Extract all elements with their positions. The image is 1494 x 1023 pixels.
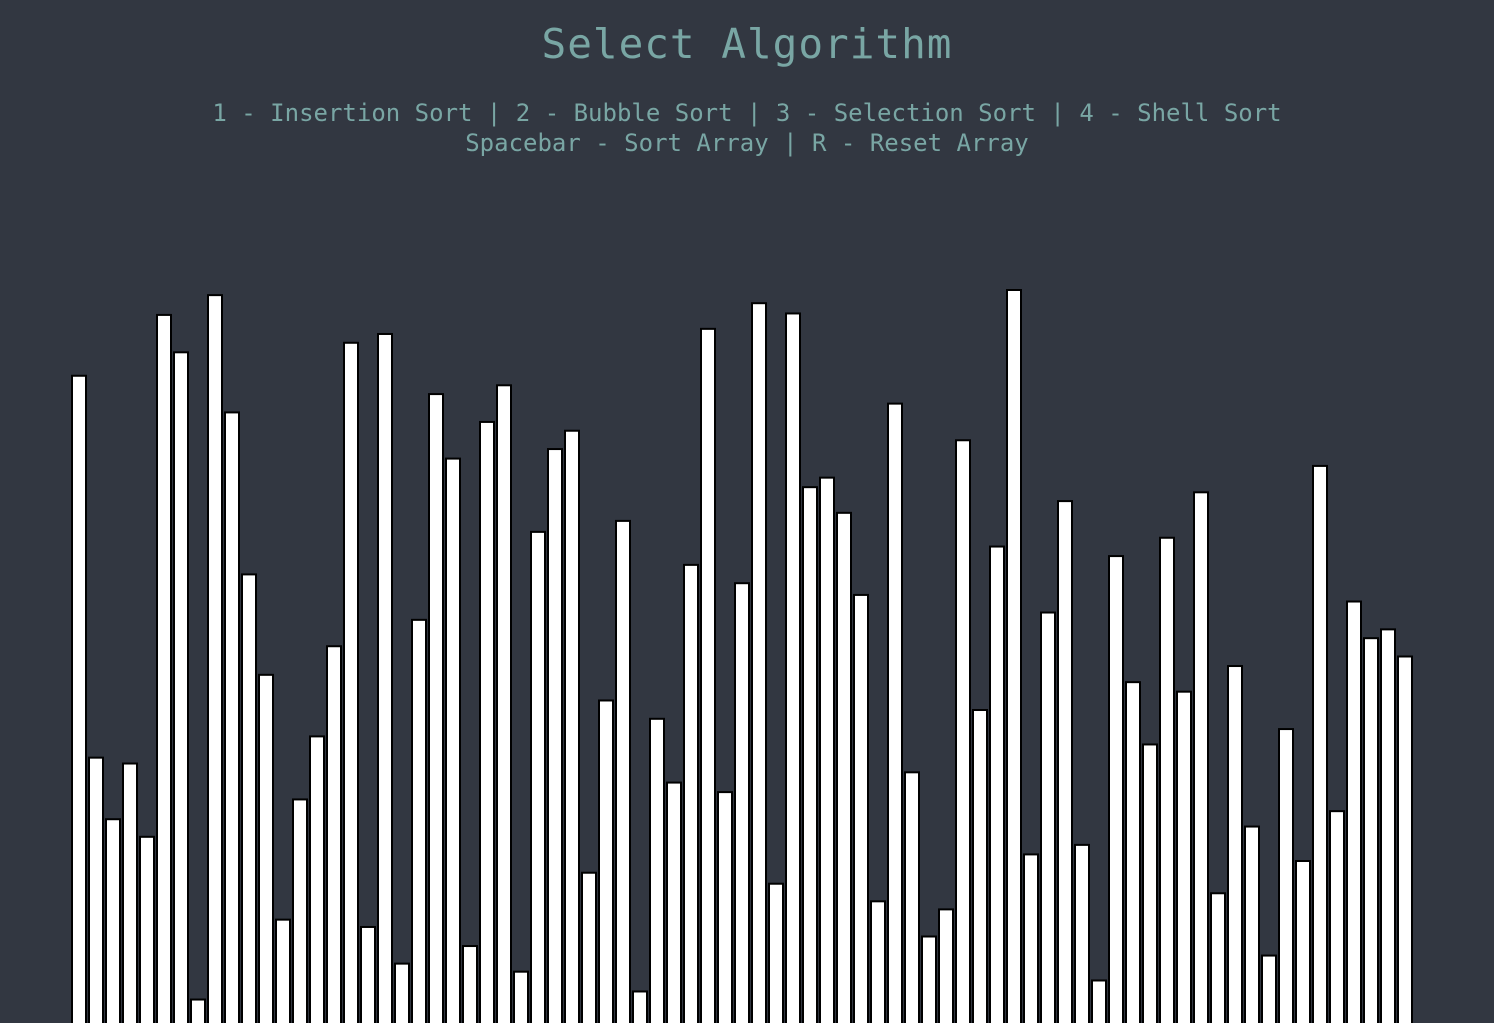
array-bar <box>1006 289 1022 1023</box>
array-bar <box>1142 743 1158 1023</box>
array-bar <box>938 908 954 1023</box>
array-bar <box>1125 681 1141 1023</box>
array-bar <box>972 709 988 1023</box>
array-bar <box>1227 665 1243 1023</box>
array-bar <box>700 327 716 1023</box>
array-bar <box>462 945 478 1023</box>
array-bar <box>802 486 818 1023</box>
array-bar <box>394 962 410 1023</box>
array-bar <box>632 990 648 1023</box>
array-bar <box>292 798 308 1023</box>
array-bar <box>105 818 121 1023</box>
array-bar <box>717 791 733 1023</box>
array-bar <box>173 351 189 1023</box>
array-bar <box>1261 954 1277 1023</box>
array-bar <box>88 756 104 1023</box>
array-bar <box>768 882 784 1023</box>
array-bar <box>1380 628 1396 1023</box>
array-bar <box>377 332 393 1023</box>
array-bar <box>428 393 444 1023</box>
algorithm-key-instructions: 1 - Insertion Sort | 2 - Bubble Sort | 3… <box>212 99 1282 127</box>
array-bar <box>411 618 427 1023</box>
array-bar <box>819 476 835 1023</box>
array-bar <box>955 439 971 1023</box>
array-bar <box>870 900 886 1023</box>
array-bar <box>989 545 1005 1023</box>
array-bar <box>853 593 869 1023</box>
array-bar <box>1159 536 1175 1023</box>
array-bar <box>734 582 750 1023</box>
array-bar <box>1091 979 1107 1023</box>
array-bar <box>275 918 291 1023</box>
array-bar <box>1176 690 1192 1023</box>
array-bar <box>887 402 903 1023</box>
array-bar <box>785 312 801 1023</box>
array-bar <box>207 294 223 1023</box>
array-bar <box>581 871 597 1023</box>
array-bar <box>445 457 461 1023</box>
array-bar <box>1363 637 1379 1023</box>
array-bar <box>1278 728 1294 1023</box>
array-bar <box>564 429 580 1023</box>
array-bar <box>156 313 172 1023</box>
array-bar <box>1057 500 1073 1023</box>
array-bar <box>224 411 240 1023</box>
array-bar <box>547 448 563 1023</box>
array-bar <box>921 935 937 1023</box>
array-bar <box>1295 860 1311 1023</box>
array-bar <box>190 998 206 1023</box>
array-bar <box>904 771 920 1023</box>
array-bar <box>530 530 546 1023</box>
page-title: Select Algorithm <box>541 20 953 68</box>
array-bar <box>513 970 529 1023</box>
array-bar <box>496 384 512 1023</box>
array-bar <box>326 645 342 1023</box>
array-bar <box>139 835 155 1023</box>
array-bar <box>615 519 631 1023</box>
array-bar <box>1312 464 1328 1023</box>
array-bar <box>598 699 614 1023</box>
array-bar <box>751 302 767 1023</box>
array-bar <box>122 762 138 1023</box>
array-bar <box>1023 853 1039 1023</box>
array-bar <box>683 563 699 1023</box>
array-bar <box>343 341 359 1023</box>
control-key-instructions: Spacebar - Sort Array | R - Reset Array <box>465 129 1029 157</box>
array-bar <box>71 374 87 1023</box>
array-bar <box>309 735 325 1023</box>
array-bar <box>836 511 852 1023</box>
array-bar <box>1329 810 1345 1023</box>
array-bar <box>1244 825 1260 1023</box>
array-bar <box>1193 491 1209 1023</box>
array-bar <box>1210 892 1226 1023</box>
array-bar <box>666 781 682 1023</box>
array-bar <box>1397 655 1413 1023</box>
array-bar <box>258 673 274 1023</box>
array-bar <box>241 573 257 1023</box>
array-bar <box>1074 843 1090 1023</box>
array-bar <box>1108 555 1124 1023</box>
array-bar <box>1346 600 1362 1023</box>
array-bar <box>649 717 665 1023</box>
array-bar <box>479 420 495 1023</box>
array-bar <box>1040 611 1056 1023</box>
array-bar <box>360 925 376 1023</box>
